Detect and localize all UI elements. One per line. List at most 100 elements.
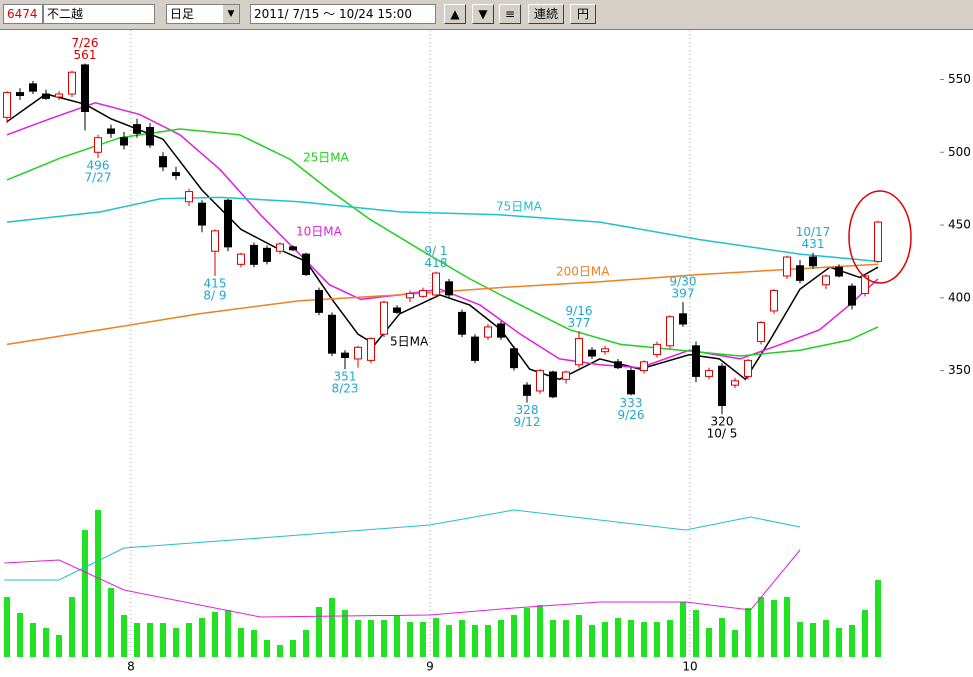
- candle-body: [705, 370, 713, 377]
- candle-body: [367, 338, 375, 361]
- candle-body: [445, 281, 453, 296]
- toolbar-button[interactable]: 連続: [528, 4, 564, 24]
- candle-body: [744, 359, 752, 377]
- highlight-circle: [848, 190, 912, 284]
- volume-bar: [667, 620, 673, 657]
- candle-body: [133, 124, 141, 134]
- candle-body: [861, 275, 869, 294]
- volume-bar: [368, 620, 374, 657]
- candle-body: [822, 275, 830, 286]
- candle-body: [55, 93, 63, 98]
- period-select[interactable]: 日足 ▼: [166, 4, 240, 24]
- candle-body: [458, 311, 466, 335]
- annotation-price: 431: [802, 237, 825, 251]
- volume-bar: [225, 610, 231, 657]
- annotation-date: 8/23: [332, 382, 359, 396]
- x-tick-label: 10: [682, 660, 697, 674]
- candle-body: [289, 246, 297, 251]
- volume-bar: [498, 620, 504, 657]
- y-tick-label: 400: [948, 290, 971, 304]
- candle-body: [731, 380, 739, 386]
- volume-bar: [550, 620, 556, 657]
- range-field[interactable]: 2011/ 7/15 ～ 10/24 15:00: [250, 4, 436, 24]
- candle-body: [237, 253, 245, 265]
- volume-bar: [69, 597, 75, 657]
- candle-body: [328, 314, 336, 354]
- volume-bar: [121, 615, 127, 657]
- annotation-date: 9/16: [566, 304, 593, 318]
- volume-bar: [615, 618, 621, 657]
- candle-body: [146, 127, 154, 146]
- code-field[interactable]: 6474: [3, 4, 43, 24]
- toolbar-button[interactable]: ▲: [444, 4, 466, 24]
- annotation-date: 10/ 5: [707, 427, 738, 441]
- volume-bar: [303, 630, 309, 657]
- candle-body: [94, 137, 102, 153]
- volume-bar: [4, 597, 10, 657]
- volume-bar: [589, 625, 595, 657]
- candle-body: [315, 290, 323, 313]
- toolbar-button[interactable]: ▼: [472, 4, 494, 24]
- annotation-price: 418: [425, 256, 448, 270]
- volume-bar: [459, 620, 465, 657]
- candle-body: [42, 93, 50, 99]
- ma-label: 5日MA: [390, 335, 429, 349]
- volume-bar: [342, 610, 348, 657]
- ma-line: [6, 93, 879, 381]
- candle-body: [601, 348, 609, 353]
- name-field[interactable]: 不二越: [43, 4, 155, 24]
- candle-body: [185, 191, 193, 203]
- candle-body: [809, 256, 817, 267]
- candle-body: [796, 265, 804, 281]
- volume-bar: [485, 625, 491, 657]
- annotation-date: 9/ 1: [424, 244, 447, 258]
- ma-line: [6, 128, 879, 357]
- candle-body: [380, 301, 388, 335]
- candle-body: [679, 313, 687, 325]
- ma-label: 75日MA: [496, 200, 543, 214]
- volume-bar: [732, 630, 738, 657]
- volume-bar: [823, 620, 829, 657]
- volume-bar: [394, 615, 400, 657]
- candle-body: [484, 326, 492, 338]
- candle-body: [614, 361, 622, 369]
- volume-bar: [17, 613, 23, 657]
- candle-body: [419, 290, 427, 297]
- y-tick-label: 350: [948, 363, 971, 377]
- volume-bar: [329, 598, 335, 657]
- candle-body: [3, 92, 11, 118]
- annotation-date: 9/30: [670, 275, 697, 289]
- ma-label: 10日MA: [296, 225, 343, 239]
- ma-line: [6, 102, 879, 369]
- volume-bar: [264, 640, 270, 657]
- candle-body: [263, 247, 271, 262]
- volume-bar: [147, 623, 153, 657]
- volume-ma-line: [4, 509, 801, 581]
- annotation-price: 377: [568, 316, 591, 330]
- candle-body: [692, 345, 700, 377]
- volume-bar: [290, 640, 296, 657]
- candle-body: [588, 349, 596, 357]
- toolbar-button[interactable]: ≡: [499, 4, 521, 24]
- x-tick-label: 9: [426, 660, 434, 674]
- candle-body: [198, 202, 206, 226]
- chart: 8 9 10 350 400 450 500 550 5日MA 10日MA 25日MA 75日MA 20…: [3, 30, 971, 674]
- candle-body: [848, 285, 856, 306]
- annotation-price: 397: [672, 287, 695, 301]
- annotation-date: 9/12: [514, 415, 541, 429]
- candle-body: [432, 272, 440, 296]
- candle-body: [120, 137, 128, 146]
- toolbar-button[interactable]: 円: [570, 4, 596, 24]
- volume-bar: [654, 622, 660, 657]
- annotation-date: 8/ 9: [203, 288, 226, 302]
- volume-bar: [563, 620, 569, 657]
- y-tick-label: 450: [948, 218, 971, 232]
- annotation-price: 320: [711, 415, 734, 429]
- volume-bar: [173, 628, 179, 657]
- volume-bar: [134, 623, 140, 657]
- y-tick-label: 500: [948, 145, 971, 159]
- volume-bar: [251, 630, 257, 657]
- dropdown-arrow: ▼: [223, 5, 239, 23]
- volume-bar: [30, 623, 36, 657]
